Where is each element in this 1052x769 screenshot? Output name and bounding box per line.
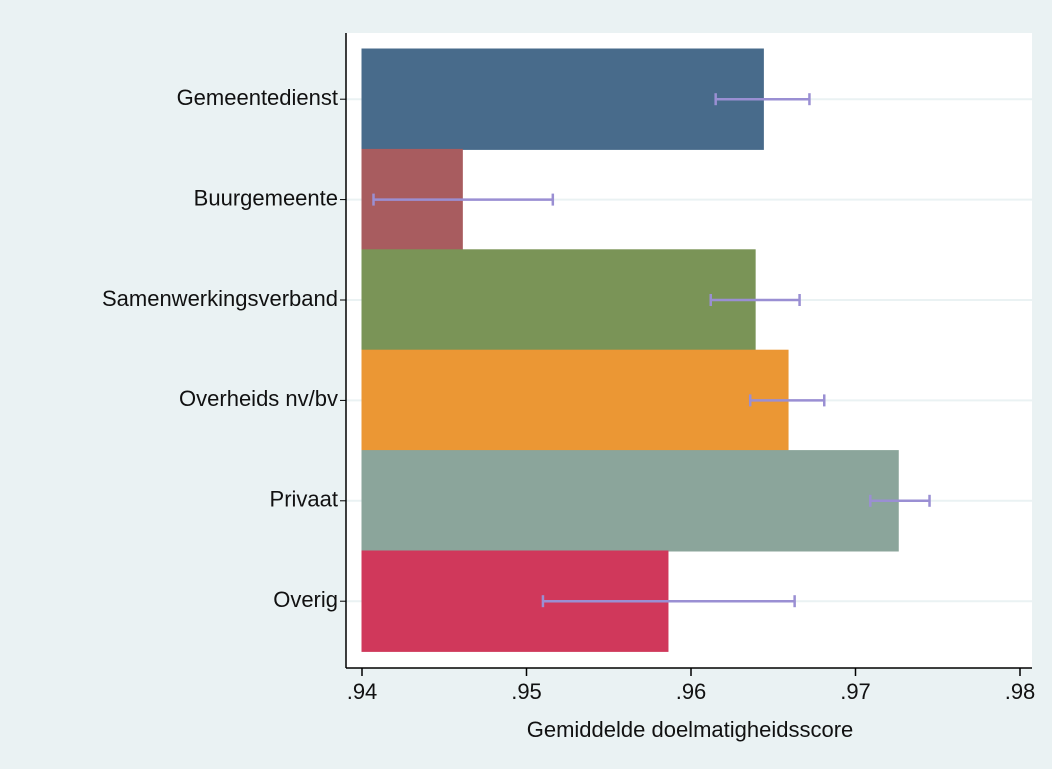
error-bar — [869, 494, 931, 507]
x-tick-label: .98 — [1005, 679, 1036, 704]
x-axis-title: Gemiddelde doelmatigheidsscore — [527, 717, 854, 742]
error-bar — [541, 595, 796, 608]
error-bar — [714, 93, 811, 106]
y-tick-label: Privaat — [270, 487, 338, 512]
x-tick-label: .97 — [840, 679, 871, 704]
error-bar — [372, 193, 555, 206]
bar — [361, 249, 756, 351]
error-bar — [709, 294, 801, 306]
x-tick-label: .94 — [347, 679, 378, 704]
y-tick-label: Samenwerkingsverband — [102, 286, 338, 311]
y-tick-label: Overig — [273, 587, 338, 612]
y-tick-label: Overheids nv/bv — [179, 386, 338, 411]
bar — [361, 450, 899, 552]
bar — [361, 48, 764, 150]
x-tick-label: .96 — [676, 679, 707, 704]
x-tick-label: .95 — [511, 679, 542, 704]
y-tick-label: Gemeentedienst — [177, 85, 338, 110]
bar — [361, 349, 789, 452]
y-tick-label: Buurgemeente — [194, 185, 338, 210]
error-bar — [748, 394, 826, 407]
